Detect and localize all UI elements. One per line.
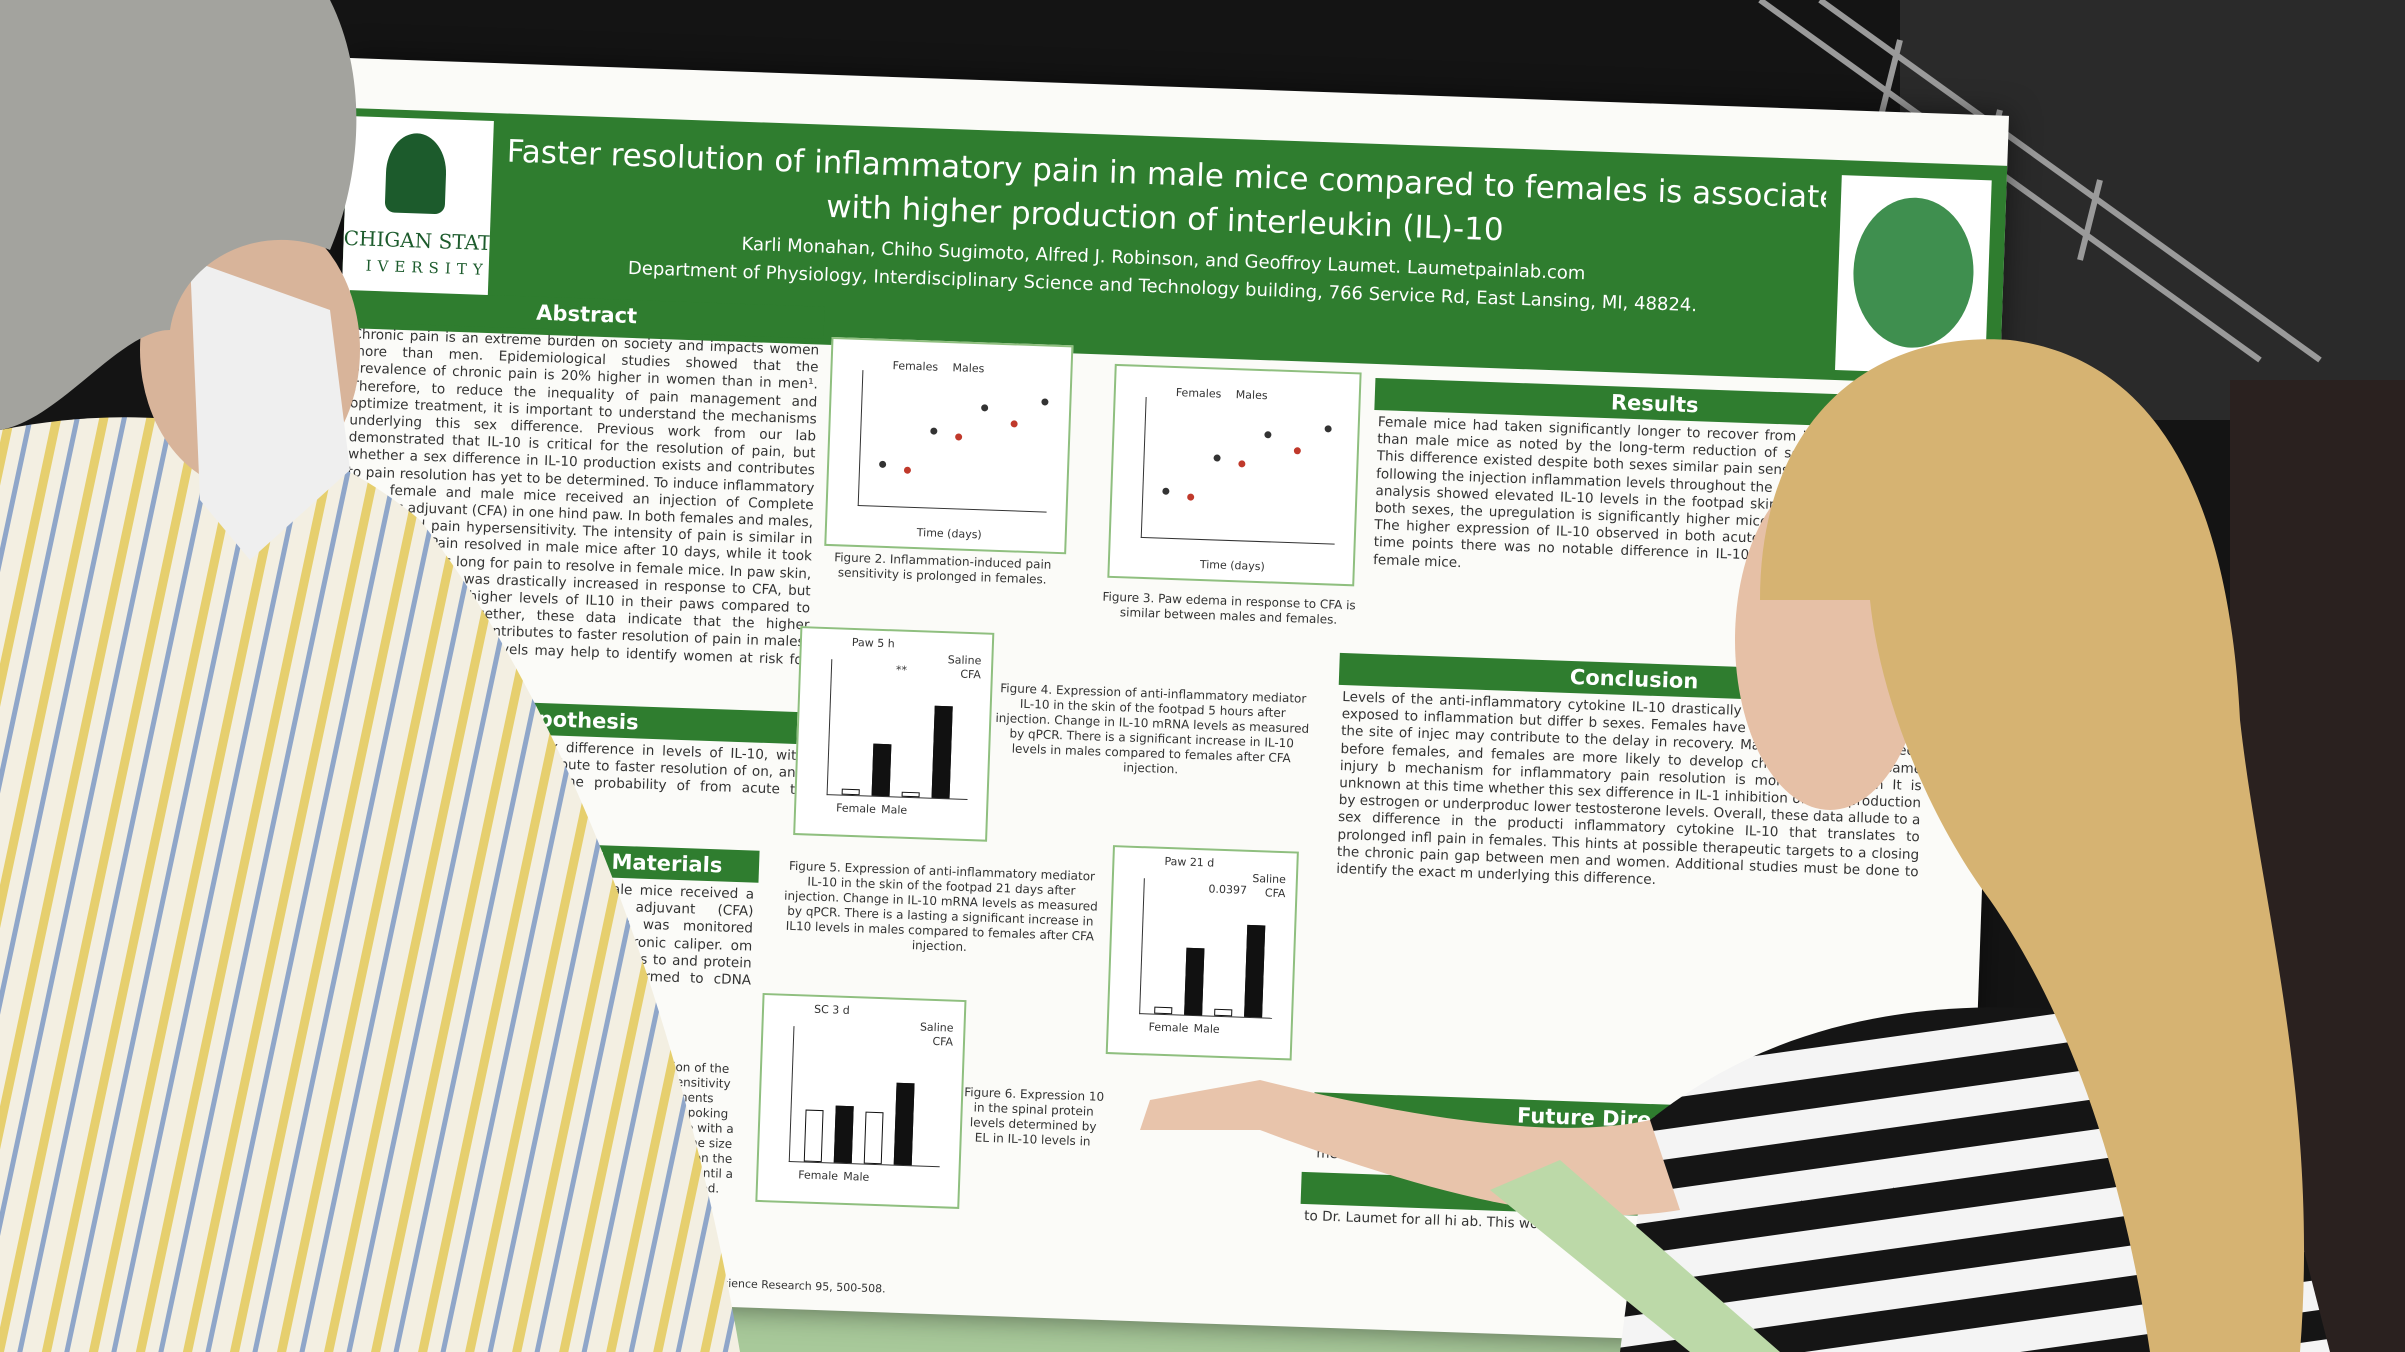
rail <box>1758 0 2262 363</box>
rail <box>1818 0 2322 363</box>
tablet <box>1490 1160 1780 1352</box>
rail <box>2077 179 2103 261</box>
man-shirt <box>0 417 740 1352</box>
rail <box>1877 39 1903 121</box>
man-hair <box>0 0 357 430</box>
man-mask <box>190 260 350 560</box>
woman-hair <box>1760 339 2305 1352</box>
